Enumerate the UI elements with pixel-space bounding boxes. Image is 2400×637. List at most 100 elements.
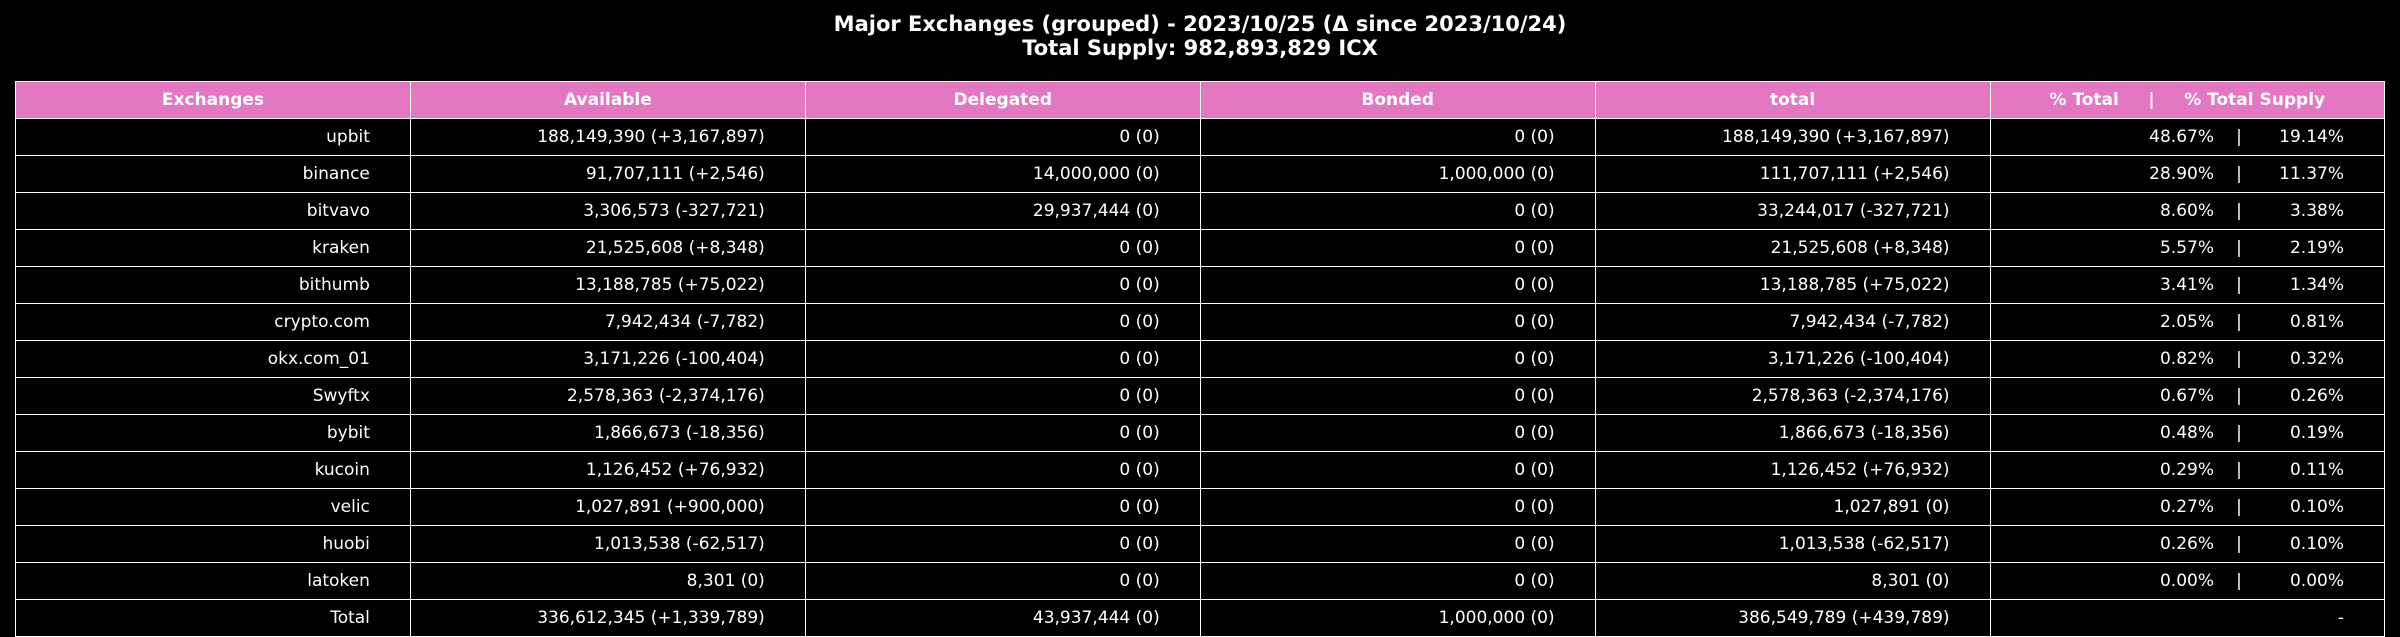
delegated-cell: 0 (0) <box>804 377 1201 415</box>
available-cell: 3,306,573 (-327,721) <box>409 192 806 230</box>
table-row: binance 91,707,111 (+2,546) 14,000,000 (0)… <box>15 155 2386 193</box>
delegated-cell: 0 (0) <box>804 414 1201 452</box>
percent-cell: 0.29% | 0.11% <box>1989 451 2386 489</box>
table-row: kraken 21,525,608 (+8,348) 0 (0) 0 (0) 21,52… <box>15 229 2386 267</box>
percent-total-value: 0.29% <box>2159 460 2214 480</box>
percent-total-value: 2.05% <box>2159 312 2214 332</box>
bonded-cell: 1,000,000 (0) <box>1199 599 1596 637</box>
percent-supply-value: 0.11% <box>2289 460 2344 480</box>
table-row: huobi 1,013,538 (-62,517) 0 (0) 0 (0) 1,013,… <box>15 525 2386 563</box>
percent-total-value: 0.00% <box>2159 571 2214 591</box>
percent-cell: 0.00% | 0.00% <box>1989 562 2386 600</box>
table-row: velic 1,027,891 (+900,000) 0 (0) 0 (0) 1,027… <box>15 488 2386 526</box>
available-cell: 13,188,785 (+75,022) <box>409 266 806 304</box>
available-cell: 1,013,538 (-62,517) <box>409 525 806 563</box>
percent-total-value: 0.67% <box>2159 386 2214 406</box>
total-cell: 2,578,363 (-2,374,176) <box>1594 377 1991 415</box>
available-cell: 21,525,608 (+8,348) <box>409 229 806 267</box>
bonded-cell: 0 (0) <box>1199 229 1596 267</box>
chart-title: Major Exchanges (grouped) - 2023/10/25 (… <box>833 12 1567 36</box>
bonded-cell: 0 (0) <box>1199 118 1596 156</box>
column-header: Available <box>409 81 806 119</box>
exchange-cell: upbit <box>15 118 411 156</box>
percent-total-value: 3.41% <box>2159 275 2214 295</box>
column-header: % Total | % Total Supply <box>1989 81 2386 119</box>
percent-supply-value: 11.37% <box>2279 164 2344 184</box>
delegated-cell: 29,937,444 (0) <box>804 192 1201 230</box>
percent-separator: | <box>2236 423 2242 443</box>
percent-separator: | <box>2236 275 2242 295</box>
exchange-cell: binance <box>15 155 411 193</box>
percent-separator: | <box>2236 460 2242 480</box>
percent-supply-value: 0.26% <box>2289 386 2344 406</box>
percent-cell: 5.57% | 2.19% <box>1989 229 2386 267</box>
delegated-cell: 0 (0) <box>804 303 1201 341</box>
exchange-cell: velic <box>15 488 411 526</box>
percent-total-value: 0.27% <box>2159 497 2214 517</box>
table-row: bybit 1,866,673 (-18,356) 0 (0) 0 (0) 1,866,… <box>15 414 2386 452</box>
percent-total-value: 8.60% <box>2159 201 2214 221</box>
available-cell: 7,942,434 (-7,782) <box>409 303 806 341</box>
percent-separator: | <box>2236 238 2242 258</box>
exchange-cell: Total <box>15 599 411 637</box>
bonded-cell: 0 (0) <box>1199 377 1596 415</box>
table-row: bitvavo 3,306,573 (-327,721) 29,937,444 (0… <box>15 192 2386 230</box>
percent-supply-value: 19.14% <box>2279 127 2344 147</box>
percent-supply-value: 2.19% <box>2289 238 2344 258</box>
bonded-cell: 0 (0) <box>1199 303 1596 341</box>
available-cell: 188,149,390 (+3,167,897) <box>409 118 806 156</box>
percent-total-value: 0.26% <box>2159 534 2214 554</box>
percent-cell: 0.27% | 0.10% <box>1989 488 2386 526</box>
percent-separator: | <box>2236 312 2242 332</box>
percent-cell: 48.67% | 19.14% <box>1989 118 2386 156</box>
delegated-cell: 0 (0) <box>804 562 1201 600</box>
exchange-cell: okx.com_01 <box>15 340 411 378</box>
table-row: bithumb 13,188,785 (+75,022) 0 (0) 0 (0) 13,… <box>15 266 2386 304</box>
percent-supply-value: 0.00% <box>2289 571 2344 591</box>
chart-subtitle: Total Supply: 982,893,829 ICX <box>1022 36 1378 60</box>
percent-total-value: 0.82% <box>2159 349 2214 369</box>
bonded-cell: 0 (0) <box>1199 451 1596 489</box>
total-cell: 1,866,673 (-18,356) <box>1594 414 1991 452</box>
table-total-row: Total 336,612,345 (+1,339,789) 43,937,444 … <box>15 599 2386 637</box>
percent-supply-value: 0.19% <box>2289 423 2344 443</box>
percent-supply-value: 1.34% <box>2289 275 2344 295</box>
available-cell: 336,612,345 (+1,339,789) <box>409 599 806 637</box>
bonded-cell: 0 (0) <box>1199 266 1596 304</box>
delegated-cell: 14,000,000 (0) <box>804 155 1201 193</box>
exchange-cell: crypto.com <box>15 303 411 341</box>
bonded-cell: 0 (0) <box>1199 340 1596 378</box>
delegated-cell: 43,937,444 (0) <box>804 599 1201 637</box>
total-cell: 21,525,608 (+8,348) <box>1594 229 1991 267</box>
bonded-cell: 0 (0) <box>1199 414 1596 452</box>
bonded-cell: 1,000,000 (0) <box>1199 155 1596 193</box>
total-cell: 386,549,789 (+439,789) <box>1594 599 1991 637</box>
percent-separator: | <box>2236 349 2242 369</box>
available-cell: 2,578,363 (-2,374,176) <box>409 377 806 415</box>
column-header: total <box>1594 81 1991 119</box>
total-cell: 33,244,017 (-327,721) <box>1594 192 1991 230</box>
percent-separator: | <box>2236 201 2242 221</box>
table-row: okx.com_01 3,171,226 (-100,404) 0 (0) 0 (0)… <box>15 340 2386 378</box>
percent-supply-value: 0.81% <box>2289 312 2344 332</box>
percent-supply-value: 3.38% <box>2289 201 2344 221</box>
available-cell: 3,171,226 (-100,404) <box>409 340 806 378</box>
total-cell: 188,149,390 (+3,167,897) <box>1594 118 1991 156</box>
table-row: latoken 8,301 (0) 0 (0) 0 (0) 8,301 (0) 0.00%… <box>15 562 2386 600</box>
exchange-cell: kraken <box>15 229 411 267</box>
percent-cell: 0.67% | 0.26% <box>1989 377 2386 415</box>
delegated-cell: 0 (0) <box>804 229 1201 267</box>
percent-cell: 0.48% | 0.19% <box>1989 414 2386 452</box>
percent-cell: 0.82% | 0.32% <box>1989 340 2386 378</box>
available-cell: 1,126,452 (+76,932) <box>409 451 806 489</box>
percent-cell: 2.05% | 0.81% <box>1989 303 2386 341</box>
exchange-cell: huobi <box>15 525 411 563</box>
delegated-cell: 0 (0) <box>804 266 1201 304</box>
table-row: kucoin 1,126,452 (+76,932) 0 (0) 0 (0) 1,126… <box>15 451 2386 489</box>
total-cell: 1,027,891 (0) <box>1594 488 1991 526</box>
available-cell: 1,866,673 (-18,356) <box>409 414 806 452</box>
total-cell: 8,301 (0) <box>1594 562 1991 600</box>
column-header: Delegated <box>804 81 1201 119</box>
percent-cell: - <box>1989 599 2386 637</box>
percent-supply-value: 0.10% <box>2289 497 2344 517</box>
